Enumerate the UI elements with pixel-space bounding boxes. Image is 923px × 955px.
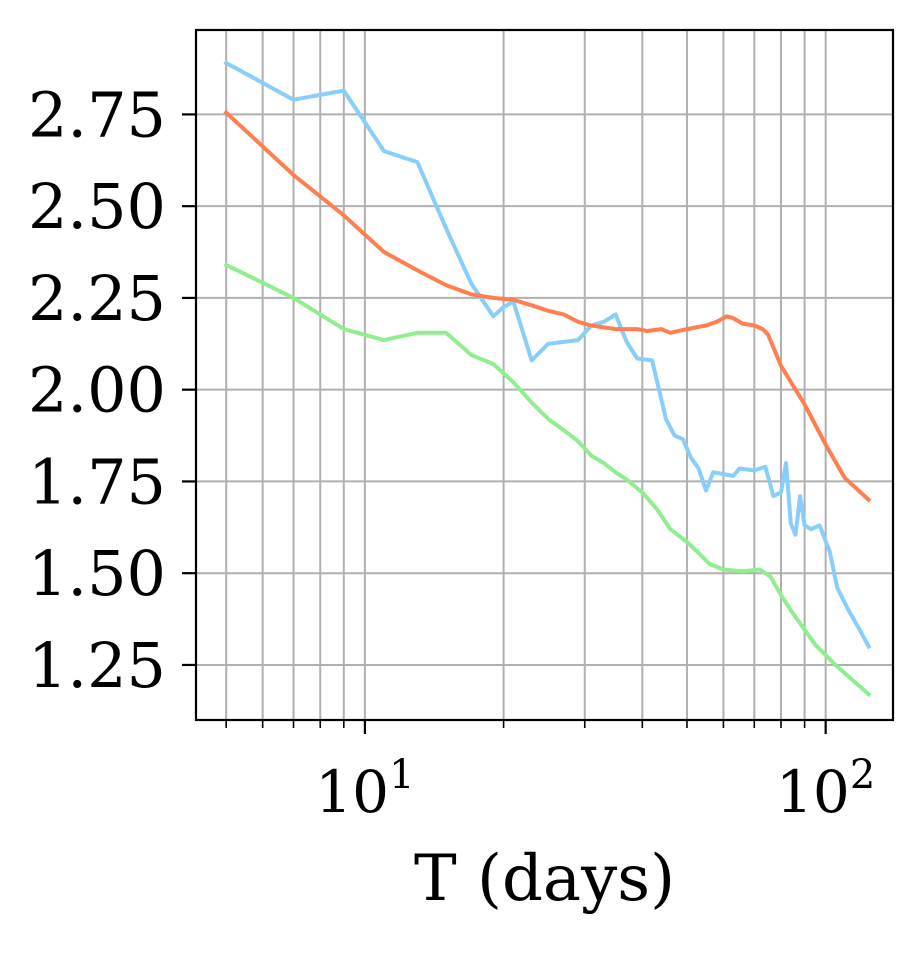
y-tick-label: 2.25 [28, 262, 166, 335]
y-tick-label: 2.50 [28, 170, 166, 243]
y-tick-label: 1.25 [28, 629, 166, 702]
y-tick-label: 1.50 [28, 537, 166, 610]
x-tick-label-exponent: 2 [850, 752, 875, 798]
y-tick-label: 2.00 [28, 354, 166, 427]
grid [196, 30, 893, 720]
plot-frame [194, 28, 895, 722]
x-tick-label: 102 [776, 752, 875, 826]
y-tick-label: 1.75 [28, 445, 166, 518]
y-tick-label: 2.75 [28, 78, 166, 151]
series-line-3 [223, 262, 872, 698]
series-line-2 [223, 109, 872, 503]
series-line-1 [223, 60, 872, 650]
x-axis-label: T (days) [414, 842, 675, 916]
series-lines [223, 60, 872, 698]
x-tick-label-exponent: 1 [389, 752, 414, 798]
x-tick-label: 101 [315, 752, 414, 826]
axis-ticks [182, 113, 827, 734]
x-tick-label-base: 10 [315, 758, 389, 826]
x-tick-label-base: 10 [776, 758, 850, 826]
